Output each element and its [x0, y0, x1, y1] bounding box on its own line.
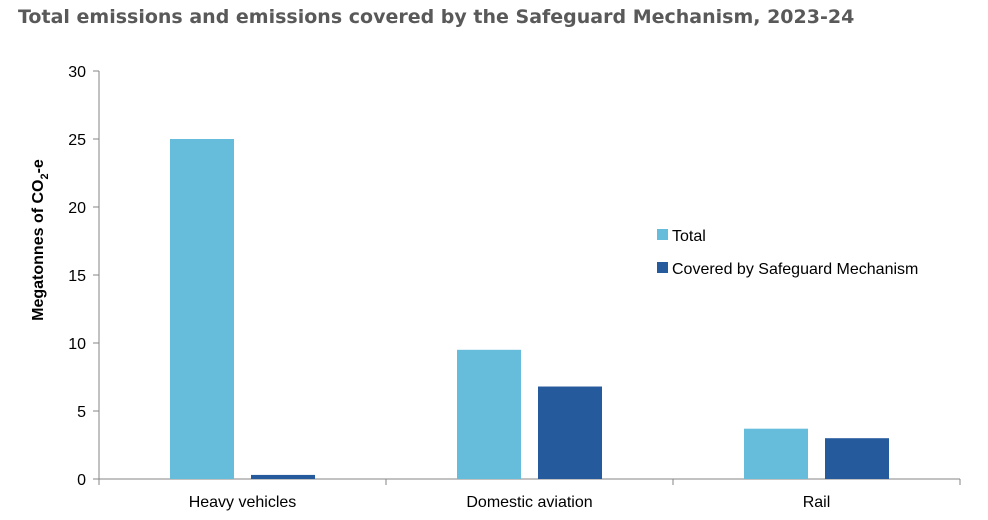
legend-swatch — [657, 229, 668, 240]
y-tick-label: 0 — [77, 472, 86, 489]
legend-swatch — [657, 262, 668, 273]
y-axis-title-suffix: -e — [30, 159, 47, 173]
x-category-label: Domestic aviation — [466, 494, 592, 511]
bar-covered-by-safeguard-mechanism-heavy-vehicles — [251, 474, 315, 479]
chart-title: Total emissions and emissions covered by… — [18, 6, 855, 28]
legend-label: Total — [672, 228, 706, 245]
y-axis-title-main: Megatonnes of CO — [30, 180, 47, 321]
bar-covered-by-safeguard-mechanism-domestic-aviation — [538, 386, 602, 479]
x-labels: Heavy vehicles Domestic aviation Rail — [189, 494, 831, 511]
bar-total-heavy-vehicles — [170, 139, 234, 479]
bar-total-domestic-aviation — [457, 349, 521, 479]
y-axis-title: Megatonnes of CO2-e — [30, 159, 51, 321]
y-tick-label: 25 — [68, 132, 86, 149]
y-axis-title-subscript: 2 — [39, 173, 51, 179]
y-tick-label: 15 — [68, 268, 86, 285]
x-category-label: Rail — [803, 494, 831, 511]
y-tick-label: 30 — [68, 64, 86, 81]
bar-covered-by-safeguard-mechanism-rail — [825, 438, 889, 479]
bars — [170, 139, 889, 479]
y-tick-label: 20 — [68, 200, 86, 217]
y-ticks: 0 5 10 15 20 25 30 — [68, 64, 99, 489]
bar-total-rail — [744, 428, 808, 479]
legend-label: Covered by Safeguard Mechanism — [672, 261, 918, 278]
legend: Total Covered by Safeguard Mechanism — [657, 228, 918, 278]
y-axis-label: Megatonnes of CO2-e — [30, 159, 51, 321]
x-category-label: Heavy vehicles — [189, 494, 297, 511]
y-tick-label: 5 — [77, 404, 86, 421]
y-tick-label: 10 — [68, 336, 86, 353]
